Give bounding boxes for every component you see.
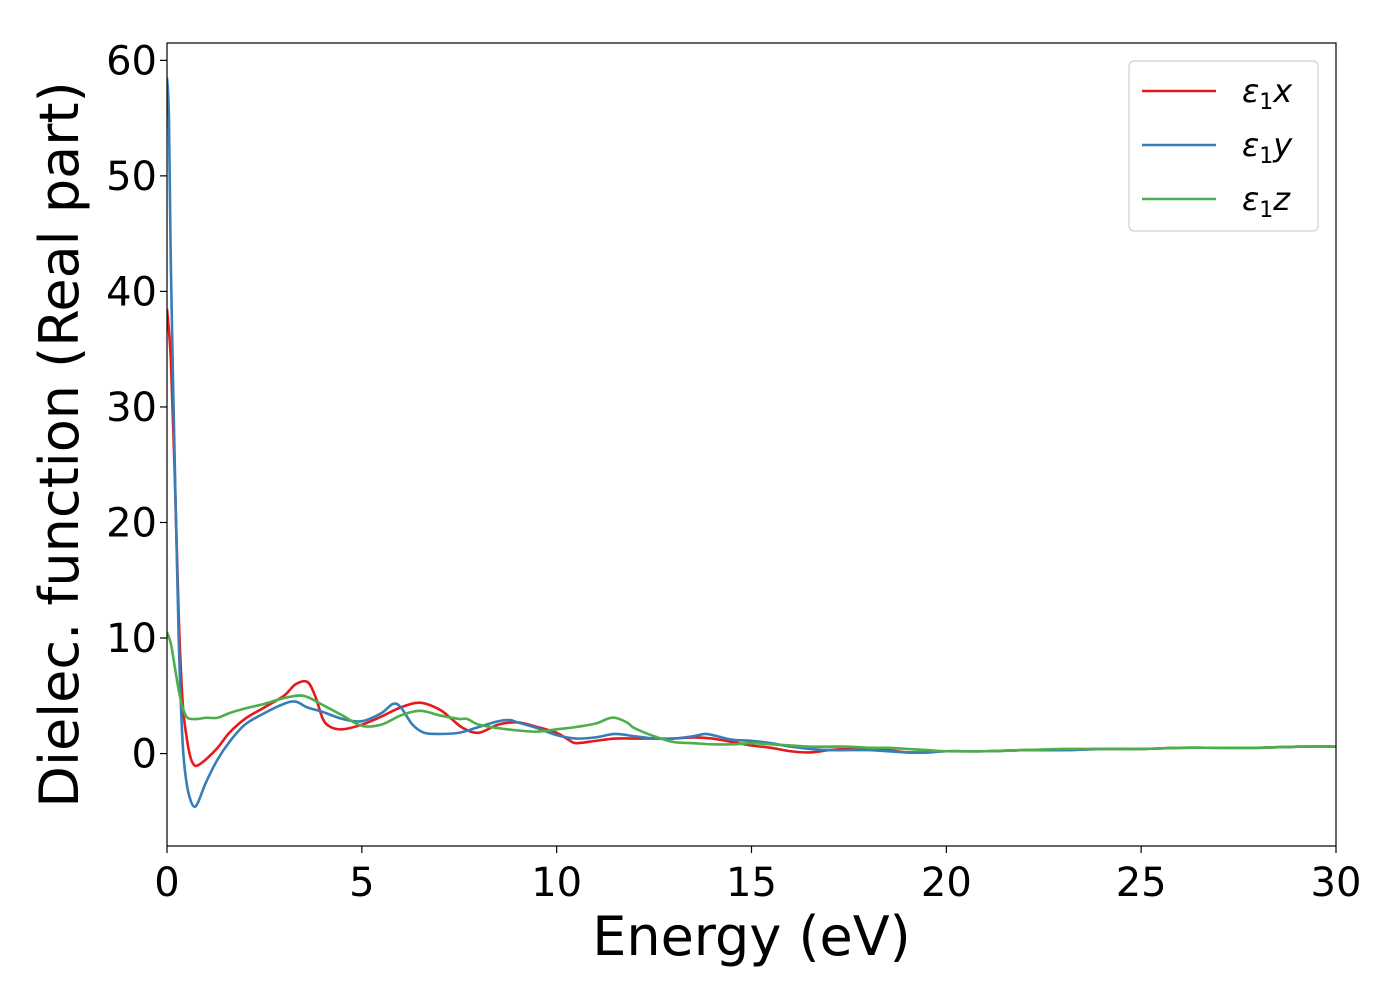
y-tick-label: 40 bbox=[106, 269, 157, 315]
y-tick-label: 10 bbox=[106, 616, 157, 662]
y-tick-label: 60 bbox=[106, 38, 157, 84]
legend-label: ε1z bbox=[1242, 180, 1291, 223]
y-tick-label: 50 bbox=[106, 154, 157, 200]
x-tick-label: 0 bbox=[154, 860, 179, 906]
x-tick-label: 10 bbox=[531, 860, 582, 906]
x-tick-label: 30 bbox=[1311, 860, 1362, 906]
legend-box bbox=[1128, 60, 1319, 232]
x-axis-label: Energy (eV) bbox=[592, 905, 911, 968]
y-tick-label: 0 bbox=[132, 732, 157, 778]
legend-label: ε1x bbox=[1242, 72, 1293, 115]
y-axis-label: Dielec. function (Real part) bbox=[28, 81, 91, 807]
series-line-2 bbox=[167, 77, 1336, 809]
x-tick-label: 25 bbox=[1116, 860, 1167, 906]
legend-label: ε1y bbox=[1242, 126, 1293, 169]
series-line-3 bbox=[167, 631, 1336, 753]
x-tick-label: 15 bbox=[726, 860, 777, 906]
y-tick-label: 30 bbox=[106, 385, 157, 431]
x-tick-label: 5 bbox=[349, 860, 374, 906]
y-axis: 0 10 20 30 40 50 60 bbox=[106, 38, 167, 778]
x-tick-label: 20 bbox=[921, 860, 972, 906]
legend: ε1x ε1y ε1z bbox=[1128, 60, 1319, 232]
x-axis: 0 5 10 15 20 25 30 bbox=[154, 846, 1361, 906]
series-layer bbox=[167, 77, 1336, 809]
y-tick-label: 20 bbox=[106, 500, 157, 546]
